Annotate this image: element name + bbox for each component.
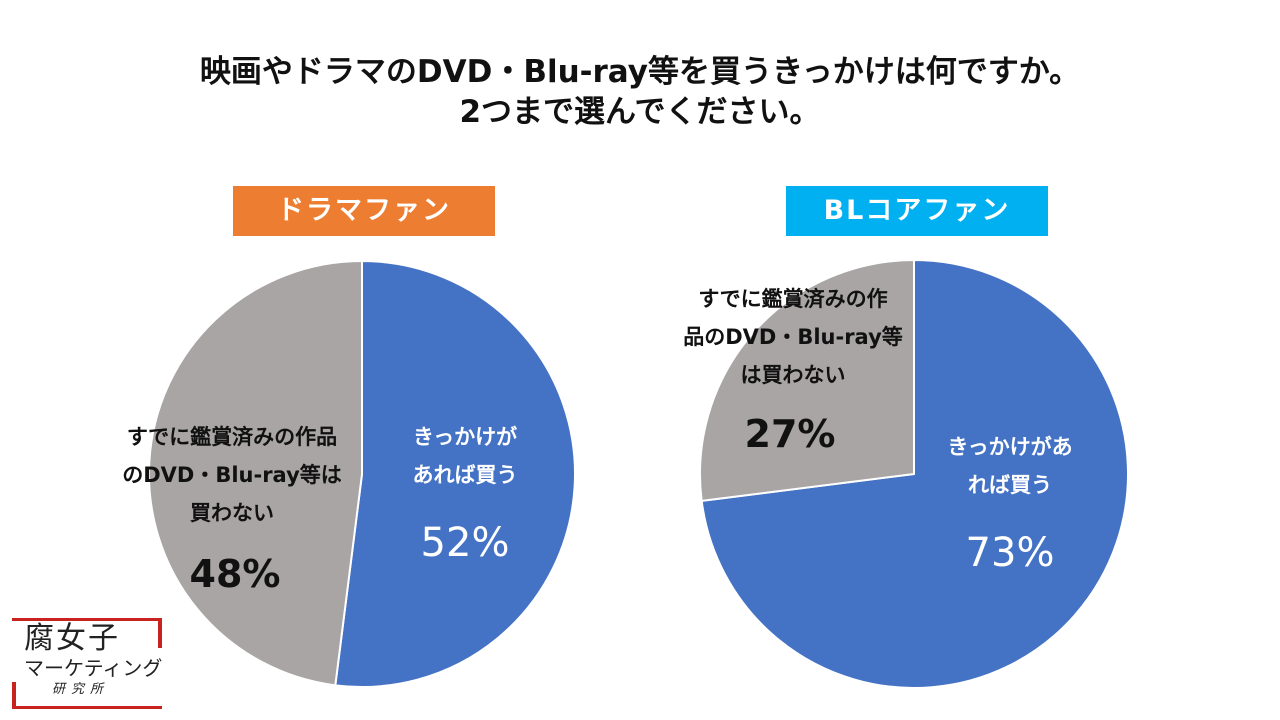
pie-1-slice-1 bbox=[699, 258, 915, 502]
right-gray-label-line-2: 品のDVD・Blu-ray等 bbox=[683, 325, 903, 349]
right-blue-label: きっかけがあ れば買う bbox=[920, 428, 1100, 504]
logo-bottom-rule bbox=[12, 706, 162, 709]
right-blue-label-line-2: れば買う bbox=[968, 473, 1052, 497]
logo: 腐女子 マーケティング 研究所 bbox=[12, 612, 172, 712]
left-gray-label: すでに鑑賞済みの作品 のDVD・Blu-ray等は 買わない bbox=[98, 418, 366, 532]
right-gray-label: すでに鑑賞済みの作 品のDVD・Blu-ray等 は買わない bbox=[668, 280, 918, 394]
logo-right-rule bbox=[158, 618, 162, 648]
logo-top-rule bbox=[12, 618, 162, 621]
right-blue-label-line-1: きっかけがあ bbox=[947, 435, 1073, 459]
left-blue-label-line-2: あれば買う bbox=[412, 463, 518, 487]
left-blue-label: きっかけが あれば買う bbox=[380, 418, 550, 494]
drama-fan-badge: ドラマファン bbox=[233, 186, 495, 236]
title-line-1: 映画やドラマのDVD・Blu-ray等を買うきっかけは何ですか。 bbox=[199, 54, 1081, 90]
left-blue-label-line-1: きっかけが bbox=[412, 425, 518, 449]
right-gray-label-line-3: は買わない bbox=[740, 363, 846, 387]
pie-0-slice-1 bbox=[148, 259, 363, 687]
logo-row-3: 研究所 bbox=[52, 682, 110, 697]
right-gray-label-line-1: すでに鑑賞済みの作 bbox=[698, 287, 888, 311]
left-gray-percent: 48% bbox=[189, 552, 281, 596]
right-gray-percent: 27% bbox=[744, 412, 836, 456]
logo-left-rule bbox=[12, 682, 16, 708]
left-gray-label-line-2: のDVD・Blu-ray等は bbox=[122, 463, 342, 487]
title-line-2: 2つまで選んでください。 bbox=[459, 94, 821, 130]
left-blue-percent: 52% bbox=[420, 520, 510, 566]
bl-core-fan-badge: BLコアファン bbox=[786, 186, 1048, 236]
chart-title: 映画やドラマのDVD・Blu-ray等を買うきっかけは何ですか。 2つまで選んで… bbox=[0, 52, 1280, 132]
logo-row-1: 腐女子 bbox=[24, 621, 120, 656]
logo-row-2: マーケティング bbox=[24, 656, 163, 680]
right-blue-percent: 73% bbox=[965, 530, 1055, 576]
left-gray-label-line-1: すでに鑑賞済みの作品 bbox=[126, 425, 338, 449]
pie-0-slice-0 bbox=[334, 259, 576, 688]
left-gray-label-line-3: 買わない bbox=[190, 501, 274, 525]
